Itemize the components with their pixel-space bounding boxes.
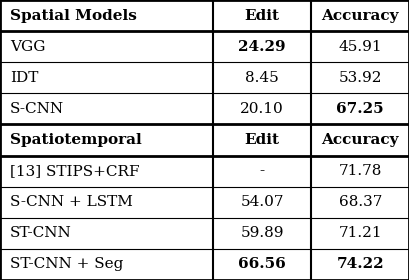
Text: 67.25: 67.25 (336, 102, 383, 116)
Text: VGG: VGG (10, 40, 46, 54)
Text: S-CNN: S-CNN (10, 102, 64, 116)
Text: Spatial Models: Spatial Models (10, 9, 137, 23)
Text: [13] STIPS+CRF: [13] STIPS+CRF (10, 164, 139, 178)
Text: 66.56: 66.56 (238, 257, 285, 271)
Text: 74.22: 74.22 (336, 257, 383, 271)
Text: 8.45: 8.45 (245, 71, 278, 85)
Text: 53.92: 53.92 (338, 71, 381, 85)
Text: Spatiotemporal: Spatiotemporal (10, 133, 142, 147)
Text: 71.78: 71.78 (338, 164, 381, 178)
Text: 59.89: 59.89 (240, 226, 283, 240)
Text: ST-CNN + Seg: ST-CNN + Seg (10, 257, 123, 271)
Text: 71.21: 71.21 (337, 226, 381, 240)
Text: Edit: Edit (244, 133, 279, 147)
Text: S-CNN + LSTM: S-CNN + LSTM (10, 195, 133, 209)
Text: -: - (259, 164, 264, 178)
Text: 20.10: 20.10 (240, 102, 283, 116)
Text: 24.29: 24.29 (238, 40, 285, 54)
Text: ST-CNN: ST-CNN (10, 226, 72, 240)
Text: Accuracy: Accuracy (321, 9, 398, 23)
Text: 54.07: 54.07 (240, 195, 283, 209)
Text: Edit: Edit (244, 9, 279, 23)
Text: IDT: IDT (10, 71, 38, 85)
Text: Accuracy: Accuracy (321, 133, 398, 147)
Text: 68.37: 68.37 (338, 195, 381, 209)
Text: 45.91: 45.91 (337, 40, 381, 54)
